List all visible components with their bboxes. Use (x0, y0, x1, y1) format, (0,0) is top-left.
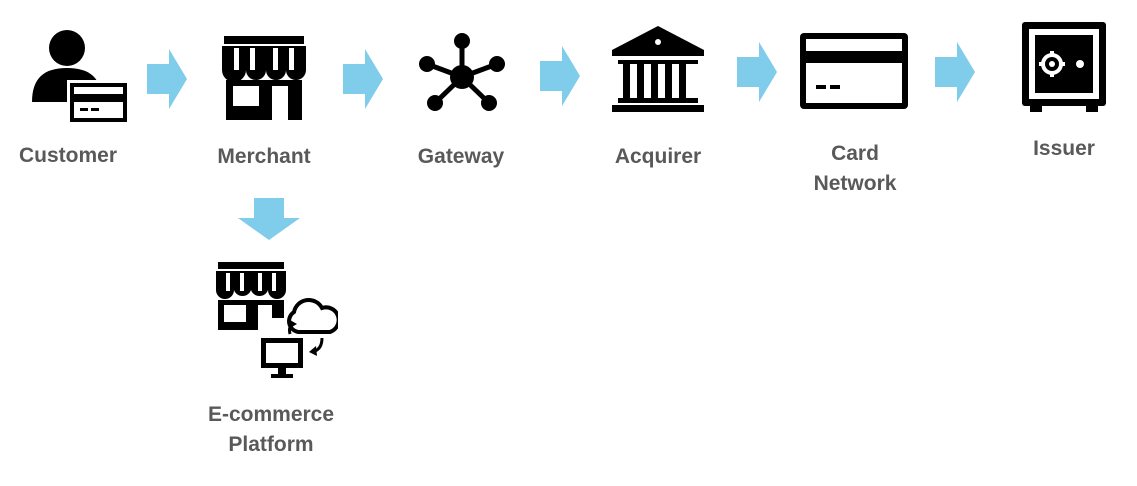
label-card-network: Card Network (814, 139, 897, 199)
label-customer: Customer (19, 141, 117, 171)
label-card-network-line-1: Card (831, 142, 879, 165)
storefront-icon (222, 36, 306, 120)
arrow-right-1 (147, 49, 187, 109)
label-acquirer: Acquirer (615, 142, 701, 172)
label-merchant: Merchant (217, 142, 310, 172)
arrow-down (238, 198, 300, 240)
label-gateway-line-1: Gateway (417, 145, 505, 168)
label-acquirer-line-1: Acquirer (614, 145, 702, 168)
label-issuer-line-1: Issuer (1033, 137, 1095, 160)
label-merchant-line-1: Merchant (217, 145, 311, 168)
safe-vault-icon (1022, 22, 1106, 112)
bank-icon (612, 26, 704, 112)
label-ecommerce-platform-line-2: Platform (228, 433, 314, 456)
label-issuer: Issuer (1033, 134, 1095, 164)
label-ecommerce-platform: E-commerce Platform (208, 400, 334, 460)
network-hub-icon (419, 33, 505, 111)
label-gateway: Gateway (418, 142, 504, 172)
credit-card-icon (800, 33, 908, 109)
arrow-right-3 (540, 46, 580, 106)
arrow-right-2 (343, 49, 383, 109)
label-card-network-line-2: Network (813, 172, 897, 195)
arrow-right-4 (737, 42, 777, 102)
store-cloud-computer-icon (216, 262, 338, 378)
label-customer-line-1: Customer (18, 144, 118, 167)
person-with-card-icon (32, 30, 130, 125)
label-ecommerce-platform-line-1: E-commerce (207, 403, 335, 426)
arrow-right-5 (935, 42, 975, 102)
